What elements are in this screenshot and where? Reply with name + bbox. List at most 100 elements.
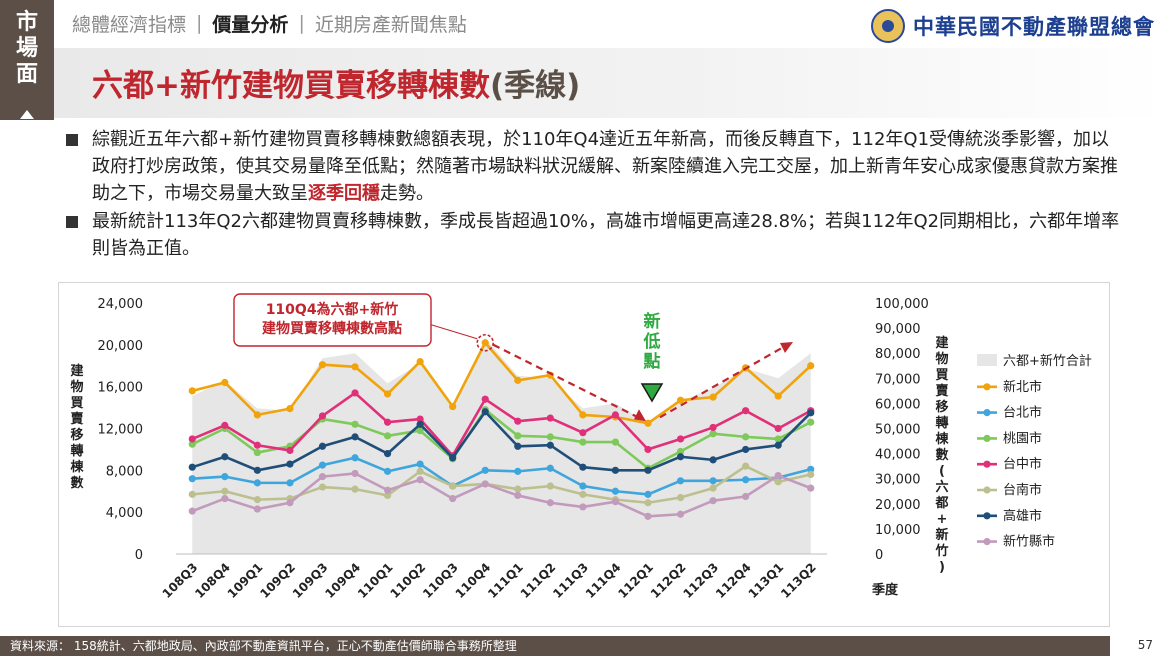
data-point [579, 490, 587, 498]
data-point [449, 494, 457, 503]
y-left-axis-title: 買 [70, 396, 83, 411]
x-tick-label: 112Q3 [680, 560, 721, 601]
data-point [188, 435, 196, 443]
bullet-text-part: 走勢。 [380, 183, 434, 204]
data-point [188, 507, 196, 515]
bullet-text-part: 最新統計113年Q2六都建物買賣移轉棟數，季成長皆超過10%，高雄市增幅更高達2… [92, 211, 1120, 259]
data-point [286, 479, 294, 487]
bullet-item: 最新統計113年Q2六都建物買賣移轉棟數，季成長皆超過10%，高雄市增幅更高達2… [64, 208, 1124, 262]
nav-separator: | [298, 12, 305, 34]
data-point [318, 483, 327, 491]
data-point [774, 435, 782, 443]
data-point [221, 473, 229, 481]
nav-tab-price-volume[interactable]: 價量分析 [212, 13, 289, 36]
bullet-text: 綜觀近五年六都+新竹建物買賣移轉棟數總額表現，於110年Q4達近五年新高，而後反… [92, 126, 1124, 207]
summary-bullets: 綜觀近五年六都+新竹建物買賣移轉棟數總額表現，於110年Q4達近五年新高，而後反… [64, 126, 1124, 263]
data-point [644, 445, 652, 454]
series-line [191, 408, 812, 470]
bullet-highlight: 逐季回穩 [308, 183, 380, 204]
data-point [579, 411, 587, 419]
page-number: 57 [1137, 638, 1153, 652]
data-point [351, 389, 359, 397]
data-point [318, 442, 327, 450]
data-point [644, 490, 652, 498]
y-right-axis-title: 買 [935, 368, 948, 383]
bullet-item: 綜觀近五年六都+新竹建物買賣移轉棟數總額表現，於110年Q4達近五年新高，而後反… [64, 126, 1124, 207]
x-tick-label: 108Q4 [192, 560, 233, 601]
data-point [579, 429, 587, 437]
data-point [742, 407, 750, 415]
data-point [351, 420, 359, 428]
y-left-axis-title: 棟 [70, 459, 84, 475]
data-point [188, 387, 196, 395]
top-navigation: 總體經濟指標 | 價量分析 | 近期房產新聞焦點 [72, 6, 467, 40]
y-right-axis-title: 轉 [935, 415, 948, 431]
series-line [191, 472, 812, 518]
data-point [188, 475, 196, 483]
y-left-axis-title: 移 [70, 427, 83, 443]
data-point [807, 409, 815, 417]
data-point [416, 357, 424, 366]
trend-up-arrow [659, 344, 788, 419]
bullet-square-icon [66, 216, 78, 228]
y-right-tick-label: 100,000 [875, 297, 929, 312]
y-right-axis-title: 都 [934, 495, 948, 511]
y-left-axis-title: 賣 [70, 411, 84, 427]
data-point [709, 423, 717, 432]
data-point [188, 463, 196, 471]
data-point [351, 454, 359, 462]
y-right-axis-title: 新 [935, 527, 948, 543]
data-point [416, 467, 424, 475]
data-point [611, 487, 620, 495]
series-line [192, 456, 812, 496]
data-point [188, 490, 196, 498]
data-point [318, 361, 327, 369]
data-point [416, 476, 424, 484]
low-point-label: 新 [643, 311, 660, 332]
data-point [546, 464, 554, 472]
data-point [449, 454, 457, 462]
y-right-axis-title: 物 [935, 351, 948, 367]
y-right-tick-label: 30,000 [875, 473, 921, 488]
y-right-tick-label: 10,000 [875, 523, 921, 538]
data-point [286, 499, 294, 507]
nav-tab-macro[interactable]: 總體經濟指標 [72, 13, 187, 36]
series-line [191, 341, 812, 425]
data-point [383, 418, 392, 426]
y-right-axis-title: 棟 [935, 431, 949, 447]
data-point [709, 456, 717, 464]
data-point [546, 499, 554, 507]
data-point [514, 442, 522, 450]
data-point [351, 485, 359, 493]
data-point [221, 421, 229, 429]
data-point [449, 482, 457, 490]
y-right-tick-label: 70,000 [875, 372, 921, 387]
x-tick-label: 110Q4 [453, 560, 494, 601]
data-point [383, 486, 392, 494]
data-point [481, 466, 489, 474]
data-point [611, 438, 620, 446]
data-point [742, 476, 750, 484]
data-point [416, 415, 424, 423]
data-point [676, 493, 685, 502]
x-tick-label: 110Q1 [355, 560, 396, 601]
y-left-axis-title: 轉 [70, 443, 83, 459]
data-point [709, 477, 717, 485]
side-tab-label: 市場面 [15, 10, 38, 87]
data-point [774, 392, 782, 400]
data-point [807, 470, 815, 479]
nav-tab-news[interactable]: 近期房產新聞焦點 [314, 13, 467, 36]
data-point [742, 492, 750, 501]
peak-callout-text: 110Q4為六都+新竹 [266, 301, 399, 318]
data-point [579, 463, 587, 471]
seal-icon [871, 9, 905, 43]
data-point [742, 433, 750, 441]
series-line [192, 464, 812, 505]
bullet-text: 最新統計113年Q2六都建物買賣移轉棟數，季成長皆超過10%，高雄市增幅更高達2… [92, 208, 1124, 262]
y-right-axis-title: + [937, 512, 948, 527]
data-point [546, 441, 554, 449]
y-left-axis-title: 數 [70, 475, 83, 491]
data-point [807, 418, 815, 426]
data-point [774, 471, 782, 480]
x-tick-label: 109Q3 [290, 560, 331, 601]
